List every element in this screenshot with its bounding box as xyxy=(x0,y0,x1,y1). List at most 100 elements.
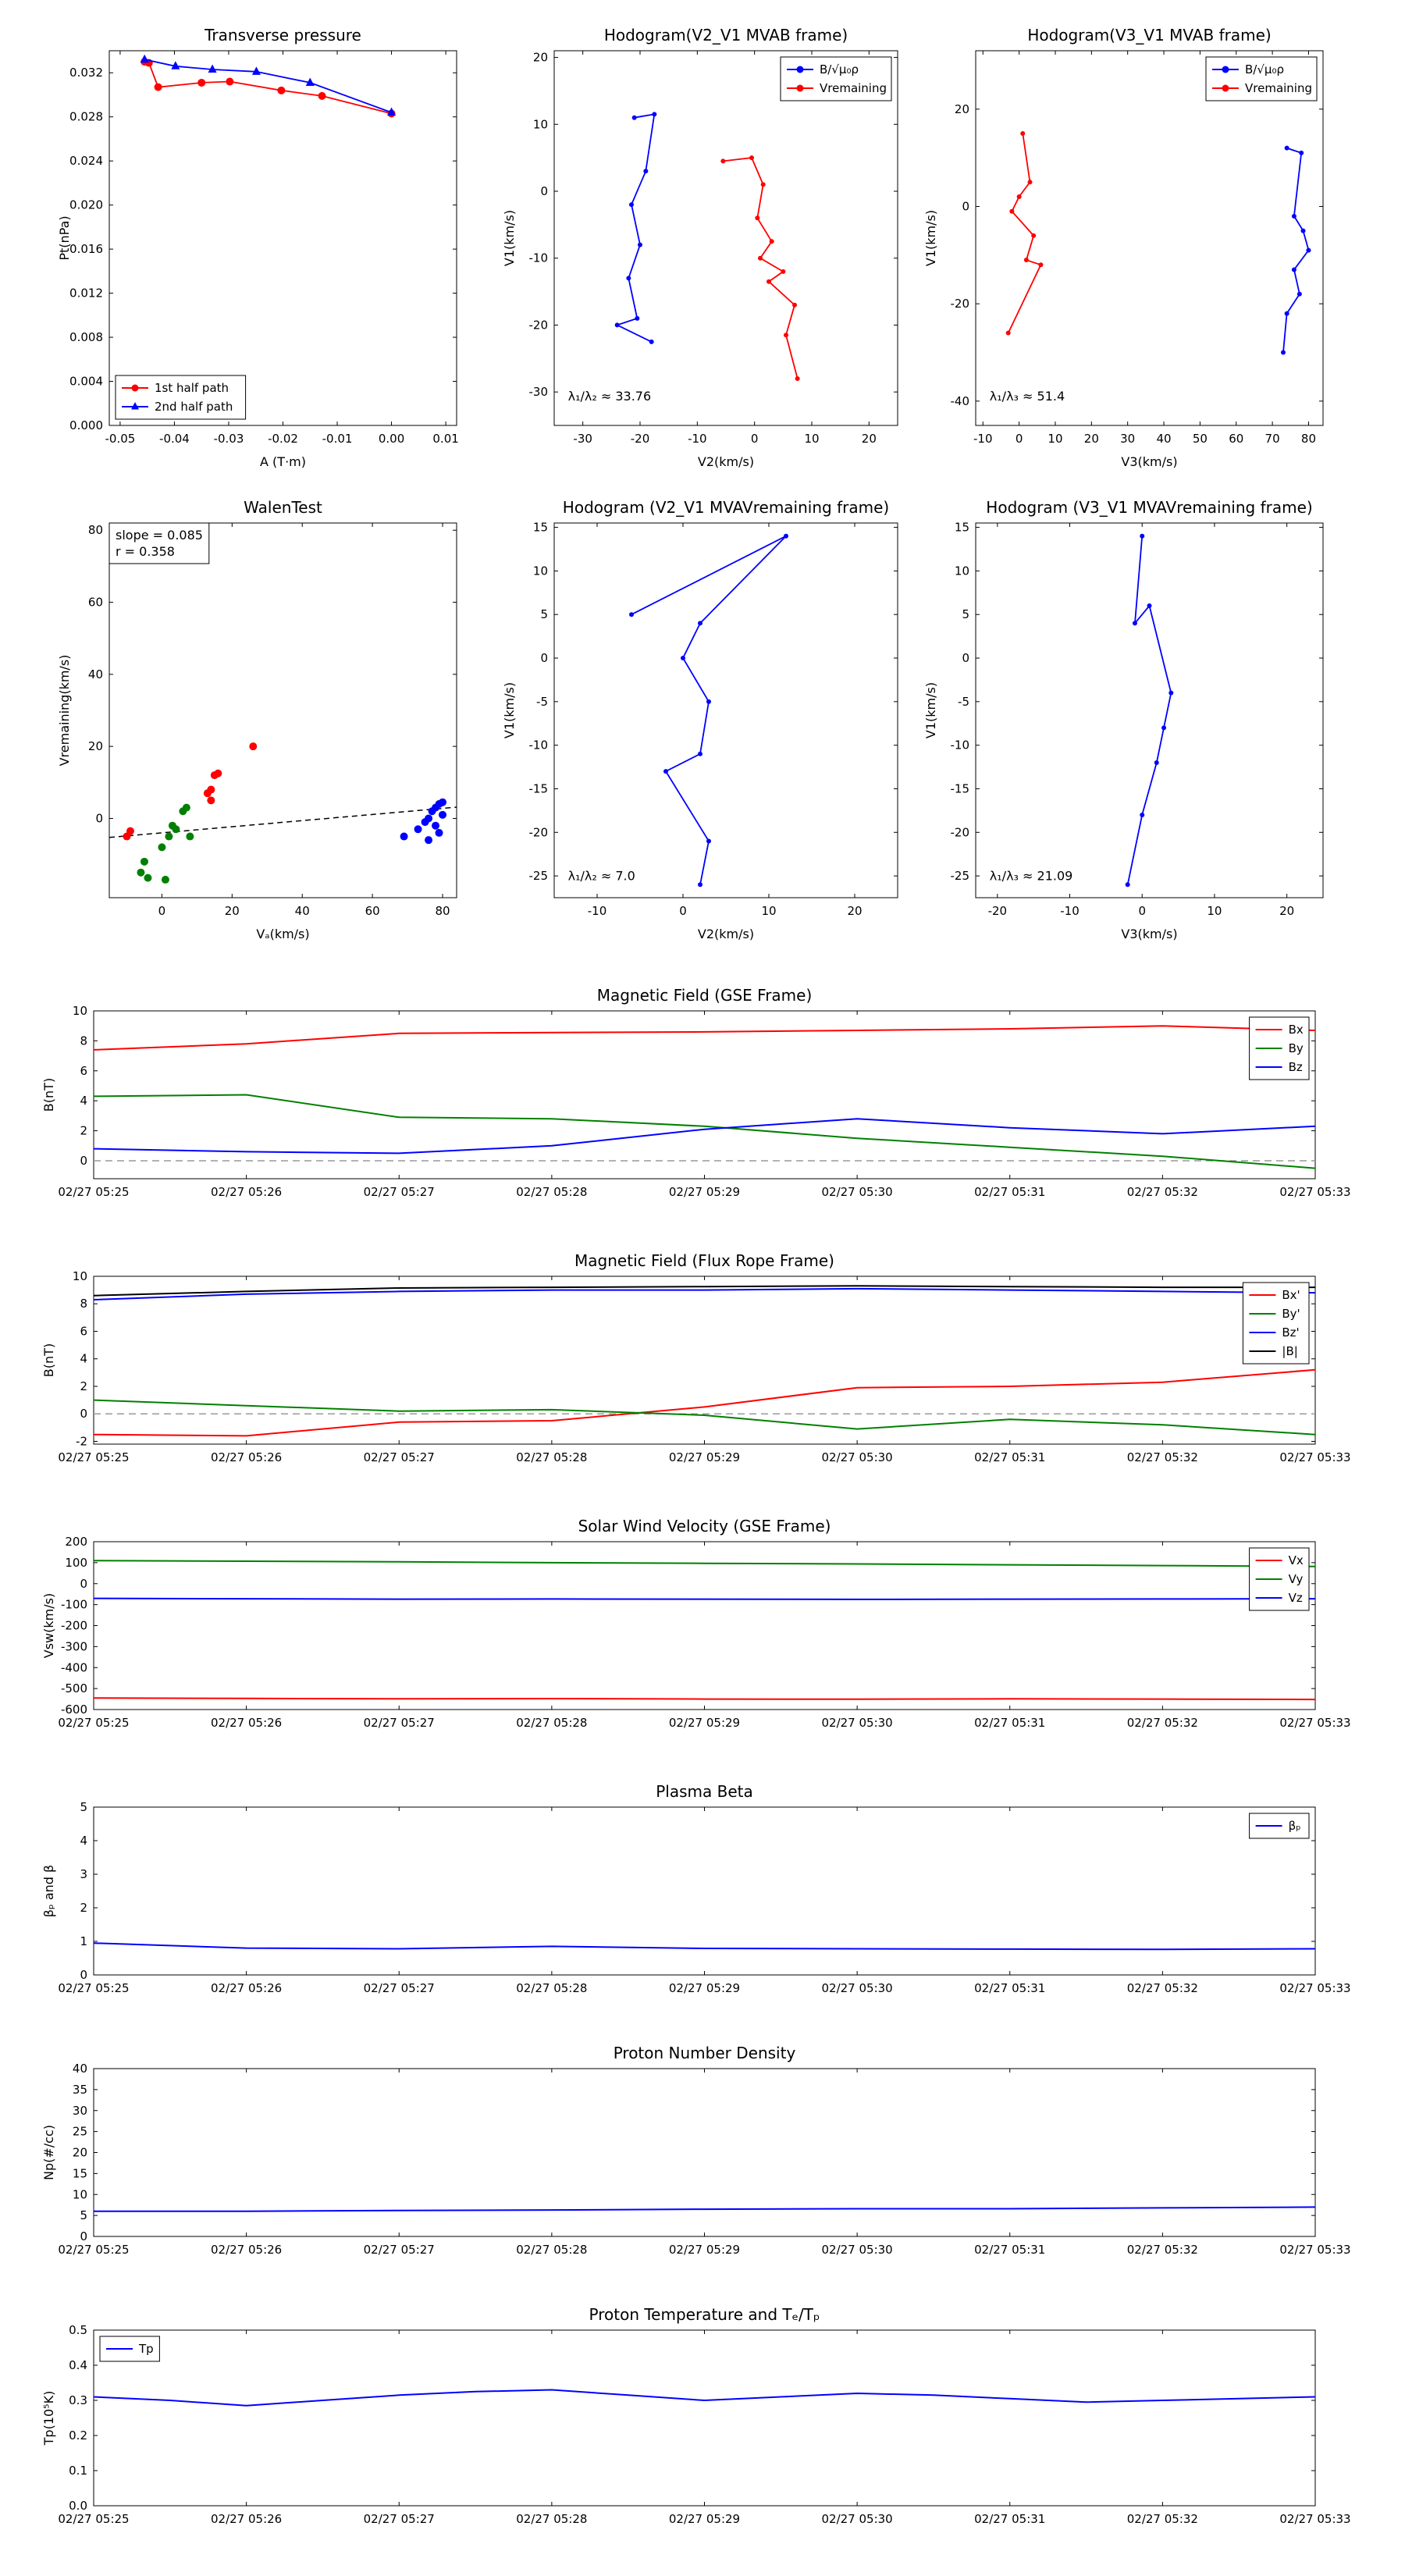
series-1st half path xyxy=(144,61,392,115)
x-tick-label: 0 xyxy=(679,904,687,918)
legend-box xyxy=(780,56,892,101)
x-tick-label: 20 xyxy=(1279,904,1294,918)
y-tick-label: 0.032 xyxy=(69,66,103,80)
plasma-beta-svg: 02/27 05:25 02/27 05:26 02/27 05:27 02/27 0… xyxy=(41,1782,1351,1995)
x-tick-label: 02/27 05:26 xyxy=(211,1981,282,1995)
y-tick-label: 0 xyxy=(95,811,103,825)
marker xyxy=(1027,180,1033,185)
marker xyxy=(207,796,215,805)
marker xyxy=(1140,812,1145,817)
marker xyxy=(1154,760,1159,765)
y-tick-label: -20 xyxy=(951,825,970,839)
marker xyxy=(214,769,222,777)
series-Bx' xyxy=(93,1368,1316,1437)
x-tick-label: 0 xyxy=(751,432,759,446)
x-tick-label: 50 xyxy=(1193,432,1208,446)
y-tick-label: 5 xyxy=(962,607,969,621)
marker xyxy=(171,61,180,69)
marker xyxy=(649,339,654,344)
x-tick-label: 02/27 05:33 xyxy=(1279,1185,1350,1199)
legend-label: |B| xyxy=(1282,1344,1297,1358)
marker xyxy=(425,814,433,823)
legend-label: βₚ xyxy=(1289,1819,1301,1833)
marker xyxy=(249,742,258,751)
series-Vy xyxy=(93,1560,1316,1567)
marker xyxy=(706,699,711,704)
y-tick-label: -25 xyxy=(951,869,970,883)
x-tick-label: 02/27 05:27 xyxy=(364,1981,435,1995)
marker xyxy=(197,78,206,87)
marker xyxy=(208,64,217,73)
x-tick-label: -0.03 xyxy=(214,432,244,446)
y-tick-label: 10 xyxy=(955,564,969,578)
walen-test-chart: 0 20 40 60 80 0 20 40 60 80 WalenTest Vₐ(km/s) Vrema… xyxy=(43,492,468,948)
axes-frame xyxy=(93,2329,1316,2507)
x-tick-label: 02/27 05:28 xyxy=(516,1716,587,1730)
x-tick-label: 80 xyxy=(435,904,450,918)
y-tick-label: -500 xyxy=(61,1681,87,1695)
annotation-text: slope = 0.085 xyxy=(116,528,203,543)
hodogram-v3v1-mvab-chart: -10 0 10 20 30 40 50 60 70 80 -40 -20 0 20 Hodogram(V3… xyxy=(909,20,1335,476)
series-Bz' xyxy=(93,1287,1316,1300)
marker xyxy=(698,621,702,626)
marker xyxy=(182,803,190,812)
x-tick-label: 40 xyxy=(295,904,310,918)
x-tick-label: 60 xyxy=(365,904,380,918)
chart-title: WalenTest xyxy=(244,498,322,517)
x-tick-label: 02/27 05:26 xyxy=(211,2512,282,2526)
y-tick-label: -100 xyxy=(61,1598,87,1612)
series-By xyxy=(93,1094,1316,1169)
x-tick-label: 02/27 05:30 xyxy=(822,1450,893,1464)
hodogram-v2v1-mvav-svg: -10 0 10 20 -25 -20 -15 -10 -5 0 5 10 15 Hodogram (V2… xyxy=(502,498,898,941)
x-tick-label: 02/27 05:28 xyxy=(516,2243,587,2257)
marker xyxy=(131,402,139,410)
series-V xyxy=(1126,535,1172,885)
x-tick-label: 02/27 05:32 xyxy=(1127,1185,1198,1199)
legend-label: Vy xyxy=(1289,1572,1304,1586)
y-tick-label: 0.004 xyxy=(69,375,103,389)
chart-title: Solar Wind Velocity (GSE Frame) xyxy=(578,1517,831,1535)
chart-title: Hodogram (V3_V1 MVAVremaining frame) xyxy=(986,498,1312,517)
x-tick-label: 02/27 05:25 xyxy=(58,1450,129,1464)
x-axis-label: V3(km/s) xyxy=(1121,454,1177,469)
y-tick-label: 20 xyxy=(73,2146,87,2160)
marker xyxy=(140,857,148,866)
x-tick-label: 02/27 05:29 xyxy=(669,1981,740,1995)
marker xyxy=(1125,882,1130,888)
x-tick-label: 70 xyxy=(1265,432,1280,446)
x-tick-label: 02/27 05:30 xyxy=(822,1716,893,1730)
y-tick-label: 10 xyxy=(73,1004,87,1018)
x-tick-label: 0.00 xyxy=(379,432,404,446)
legend-box xyxy=(1205,56,1318,101)
marker xyxy=(1281,350,1286,355)
y-tick-label: 0.3 xyxy=(69,2393,87,2407)
x-tick-label: 02/27 05:26 xyxy=(211,2243,282,2257)
x-tick-label: 02/27 05:32 xyxy=(1127,1981,1198,1995)
axes-frame xyxy=(93,1276,1316,1445)
proton-density-svg: 02/27 05:25 02/27 05:26 02/27 05:27 02/27 0… xyxy=(41,2044,1351,2257)
y-tick-label: 60 xyxy=(88,596,103,610)
marker xyxy=(1020,130,1026,136)
y-tick-label: 20 xyxy=(533,51,548,65)
x-tick-label: 02/27 05:28 xyxy=(516,1450,587,1464)
y-tick-label: -20 xyxy=(529,318,549,332)
x-tick-label: 02/27 05:27 xyxy=(364,2512,435,2526)
x-tick-label: 02/27 05:26 xyxy=(211,1716,282,1730)
y-tick-label: 0 xyxy=(540,184,548,198)
marker xyxy=(1147,603,1152,609)
legend-label: B/√μ₀ρ xyxy=(820,62,859,76)
y-tick-label: -300 xyxy=(61,1639,87,1653)
x-tick-label: 10 xyxy=(1048,432,1062,446)
y-tick-label: 4 xyxy=(80,1834,87,1848)
y-tick-label: -600 xyxy=(61,1703,87,1717)
hodogram-v3v1-mvav-svg: -20 -10 0 10 20 -25 -20 -15 -10 -5 0 5 10 15 Hodogram … xyxy=(923,498,1324,941)
axes-frame xyxy=(93,1541,1316,1710)
y-tick-label: 6 xyxy=(80,1064,87,1078)
marker xyxy=(1222,66,1229,73)
marker xyxy=(251,66,261,75)
marker xyxy=(631,115,637,120)
x-tick-label: 02/27 05:25 xyxy=(58,1716,129,1730)
y-tick-label: 0.008 xyxy=(69,330,103,344)
y-axis-label: B(nT) xyxy=(41,1078,56,1112)
marker xyxy=(796,66,804,73)
